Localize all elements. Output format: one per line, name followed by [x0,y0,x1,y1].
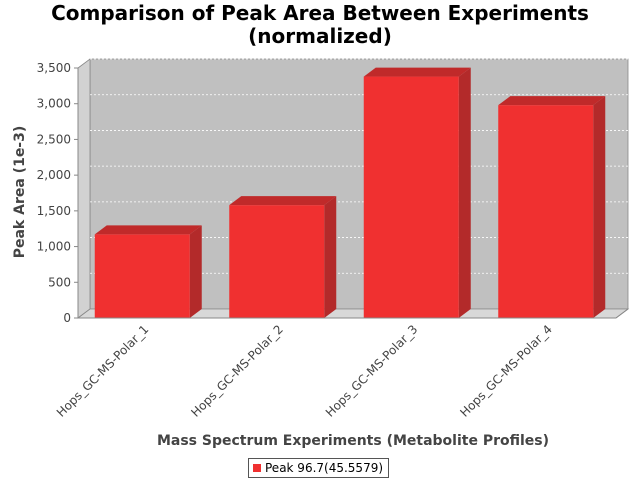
chart-title-line-2: (normalized) [248,24,392,48]
bar [229,196,337,318]
y-axis: 0 500 1,000 1,500 2,000 2,500 3,000 3,500 [37,61,79,325]
legend-swatch [253,464,261,472]
bar [94,225,202,318]
y-tick-label: 0 [63,311,71,325]
bar-front [498,105,594,319]
x-axis: Hops_GC-MS-Polar_1 Hops_GC-MS-Polar_2 Hops… [54,308,629,420]
bar [498,96,606,319]
x-tick-label: Hops_GC-MS-Polar_1 [54,322,152,420]
y-tick-label: 1,000 [37,240,71,254]
chart-title-line-1: Comparison of Peak Area Between Experime… [51,1,589,25]
bar-top [498,96,606,106]
x-axis-title: Mass Spectrum Experiments (Metabolite Pr… [157,433,549,449]
bar-top [363,67,471,77]
x-axis-depth-line [615,308,629,319]
bar-side [324,196,337,318]
chart-title: Comparison of Peak Area Between Experime… [0,2,640,48]
bar-top [229,196,337,206]
x-tick-label: Hops_GC-MS-Polar_2 [188,322,286,420]
bars [94,67,606,319]
plot-left-wall [77,58,91,319]
x-tick-label: Hops_GC-MS-Polar_3 [323,322,421,420]
y-tick-label: 3,000 [37,97,71,111]
legend: Peak 96.7(45.5579) [248,458,390,478]
y-tick-label: 3,500 [37,61,71,75]
y-tick-label: 1,500 [37,204,71,218]
bar-side [593,96,606,319]
y-tick-label: 2,500 [37,132,71,146]
y-tick-label: 500 [48,275,71,289]
y-axis-title: Peak Area (1e-3) [12,126,28,259]
bar-front [94,234,190,318]
bar-top [94,225,202,235]
bar-front [363,76,459,318]
bar-side [189,225,202,318]
x-tick-label: Hops_GC-MS-Polar_4 [457,322,555,420]
legend-label: Peak 96.7(45.5579) [265,461,384,475]
bar-front [229,205,325,318]
y-tick-label: 2,000 [37,168,71,182]
bar-side [458,67,471,318]
bar [363,67,471,318]
